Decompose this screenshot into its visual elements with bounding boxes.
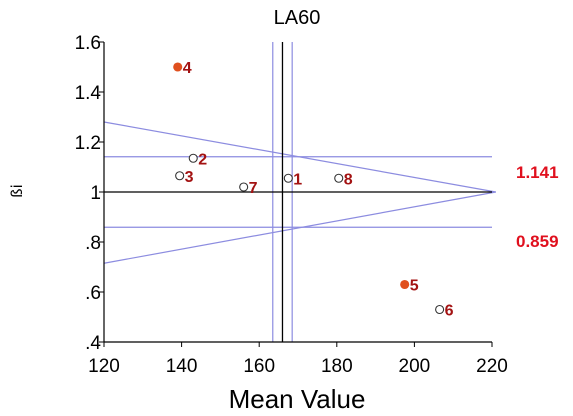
data-point — [173, 62, 183, 72]
data-point — [435, 304, 445, 315]
data-point — [334, 173, 344, 183]
y-tick-label: .4 — [85, 333, 101, 354]
lower-limit-label: 0.859 — [516, 232, 559, 251]
point-label: 5 — [410, 278, 419, 295]
point-label: 2 — [198, 151, 207, 168]
y-tick-label: 1 — [90, 183, 101, 204]
y-tick-label: .8 — [85, 233, 101, 254]
point-label: 4 — [183, 60, 192, 77]
data-points — [173, 62, 445, 315]
x-axis-label: Mean Value — [229, 384, 366, 414]
point-label: 7 — [249, 180, 258, 197]
chart-title: LA60 — [274, 7, 321, 29]
upper-limit-label: 1.141 — [516, 163, 559, 182]
x-tick-label: 200 — [399, 356, 431, 377]
x-axis-ticks: 120 140 160 180 200 220 — [88, 342, 508, 377]
reference-lines — [103, 42, 496, 342]
x-tick-label: 220 — [476, 356, 508, 377]
point-label: 8 — [344, 171, 353, 188]
point-label: 6 — [445, 303, 454, 320]
y-axis-ticks: .4 .6 .8 1 1.2 1.4 1.6 — [75, 33, 104, 354]
x-tick-label: 180 — [321, 356, 353, 377]
point-label: 3 — [185, 169, 194, 186]
x-tick-label: 160 — [243, 356, 275, 377]
data-point — [400, 279, 410, 290]
data-point — [175, 171, 185, 181]
x-tick-label: 140 — [166, 356, 198, 377]
data-point — [188, 153, 198, 163]
y-tick-label: .6 — [85, 283, 101, 304]
point-label: 1 — [293, 171, 302, 188]
y-tick-label: 1.4 — [75, 83, 102, 104]
y-tick-label: 1.6 — [75, 33, 101, 54]
data-point — [239, 182, 249, 192]
data-point — [283, 173, 293, 183]
funnel-lower-line — [103, 191, 496, 264]
y-axis-label: ßi — [8, 184, 26, 198]
x-tick-label: 120 — [88, 356, 120, 377]
funnel-upper-line — [103, 121, 496, 193]
y-tick-label: 1.2 — [75, 133, 101, 154]
